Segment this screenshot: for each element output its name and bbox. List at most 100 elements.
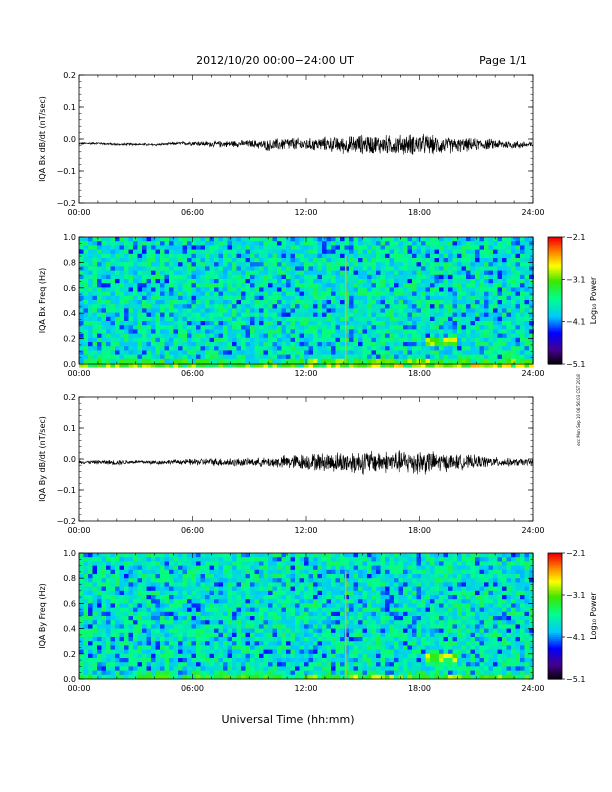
spectrogram-cell: [263, 578, 269, 583]
spectrogram-cell: [349, 321, 354, 326]
spectrogram-cell: [119, 574, 125, 579]
spectrogram-cell: [398, 279, 404, 284]
spectrogram-cell: [205, 624, 210, 629]
spectrogram-cell: [146, 342, 152, 347]
spectrogram-cell: [281, 565, 287, 571]
spectrogram-cell: [146, 674, 152, 680]
spectrogram-cell: [241, 632, 246, 638]
spectrogram-cell: [380, 287, 386, 292]
spectrogram-cell: [92, 595, 98, 600]
spectrogram-cell: [106, 666, 111, 671]
spectrogram-cell: [151, 337, 156, 343]
spectrogram-cell: [142, 266, 147, 271]
spectrogram-cell: [290, 553, 296, 558]
spectrogram-cell: [137, 266, 143, 271]
spectrogram-cell: [421, 308, 426, 313]
spectrogram-cell: [272, 358, 278, 364]
spectrogram-cell: [200, 607, 206, 613]
spectrogram-cell: [124, 237, 129, 242]
spectrogram-cell: [466, 279, 471, 284]
spectrogram-cell: [241, 649, 246, 655]
spectrogram-cell: [137, 329, 143, 334]
spectrogram-cell: [205, 569, 210, 575]
spectrogram-cell: [79, 590, 84, 596]
spectrogram-cell: [277, 329, 282, 334]
spectrogram-cell: [205, 274, 210, 280]
spectrogram-cell: [232, 354, 237, 360]
spectrogram-cell: [200, 333, 206, 339]
spectrogram-cell: [106, 628, 111, 634]
spectrogram-cell: [263, 316, 269, 322]
spectrogram-cell: [160, 653, 165, 659]
spectrogram-cell: [97, 354, 102, 360]
spectrogram-cell: [286, 641, 291, 646]
spectrogram-cell: [497, 262, 503, 267]
spectrogram-cell: [142, 333, 147, 339]
spectrogram-cell: [277, 628, 282, 634]
spectrogram-cell: [128, 595, 134, 600]
spectrogram-cell: [151, 245, 156, 250]
spectrogram-cell: [263, 586, 269, 592]
spectrogram-cell: [169, 279, 174, 284]
spectrogram-cell: [200, 325, 206, 330]
spectrogram-cell: [254, 279, 260, 284]
spectrogram-cell: [457, 329, 462, 334]
spectrogram-cell: [218, 287, 224, 292]
spectrogram-cell: [106, 354, 111, 360]
spectrogram-cell: [173, 595, 179, 600]
spectrogram-cell: [160, 270, 165, 276]
spectrogram-cell: [515, 279, 521, 284]
spectrogram-cell: [272, 616, 278, 621]
spectrogram-cell: [241, 637, 246, 642]
spectrogram-cell: [146, 346, 152, 351]
spectrogram-cell: [254, 649, 260, 655]
spectrogram-cell: [146, 249, 152, 255]
spectrogram-cell: [506, 237, 512, 242]
spectrogram-cell: [124, 674, 129, 680]
spectrogram-cell: [178, 607, 183, 613]
spectrogram-cell: [358, 249, 363, 255]
spectrogram-cell: [97, 283, 102, 288]
spectrogram-cell: [263, 342, 269, 347]
spectrogram-cell: [322, 342, 327, 347]
spectrogram-cell: [83, 237, 89, 242]
spectrogram-cell: [340, 337, 345, 343]
spectrogram-cell: [466, 321, 471, 326]
spectrogram-cell: [205, 641, 210, 646]
spectrogram-cell: [286, 287, 291, 292]
spectrogram-cell: [151, 611, 156, 617]
spectrogram-cell: [88, 358, 93, 364]
spectrogram-cell: [218, 603, 224, 608]
spectrogram-cell: [380, 358, 386, 364]
spectrogram-cell: [403, 325, 408, 330]
spectrogram-cell: [524, 266, 530, 271]
spectrogram-cell: [83, 561, 89, 566]
spectrogram-cell: [178, 616, 183, 621]
spectrogram-cell: [187, 325, 192, 330]
spectrogram-cell: [155, 620, 161, 625]
spectrogram-cell: [326, 325, 332, 330]
spectrogram-cell: [110, 574, 116, 579]
spectrogram-cell: [218, 354, 224, 360]
spectrogram-cell: [524, 333, 530, 339]
spectrogram-cell: [133, 561, 138, 566]
spectrogram-cell: [299, 279, 305, 284]
spectrogram-cell: [92, 641, 98, 646]
spectrogram-cell: [358, 237, 363, 242]
spectrogram-cell: [164, 662, 170, 667]
spectrogram-cell: [214, 666, 219, 671]
spectrogram-cell: [254, 342, 260, 347]
spectrogram-cell: [439, 337, 444, 343]
y-tick-label: 0.0: [63, 455, 76, 464]
spectrogram-cell: [385, 329, 390, 334]
spectrogram-cell: [223, 283, 228, 288]
spectrogram-cell: [97, 603, 102, 608]
spectrogram-cell: [88, 586, 93, 592]
spectrogram-cell: [335, 237, 341, 242]
spectrogram-cell: [205, 316, 210, 322]
spectrogram-cell: [484, 295, 489, 301]
spectrogram-cell: [380, 266, 386, 271]
spectrogram-cell: [155, 561, 161, 566]
spectrogram-cell: [398, 249, 404, 255]
spectrogram-cell: [227, 283, 233, 288]
